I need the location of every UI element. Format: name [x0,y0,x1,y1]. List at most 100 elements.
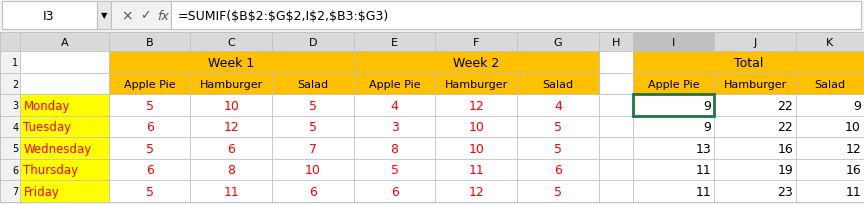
Text: 12: 12 [845,142,861,155]
Bar [517,73,599,95]
Text: 6: 6 [146,121,154,133]
Bar [517,138,599,159]
Bar [632,52,864,73]
Text: 9: 9 [703,121,711,133]
Bar [353,73,435,95]
Bar [796,116,864,138]
Bar [0,52,21,73]
Bar [0,116,21,138]
Bar [0,138,21,159]
Text: Friday: Friday [23,185,60,198]
Bar [599,52,632,73]
Text: 3: 3 [12,101,18,111]
Text: 5: 5 [309,121,317,133]
Text: K: K [826,38,834,48]
Bar [21,95,109,116]
Text: 13: 13 [696,142,711,155]
Bar [632,33,715,52]
Bar [435,95,517,116]
Text: 6: 6 [227,142,235,155]
Bar [21,116,109,138]
Text: Salad: Salad [297,79,328,89]
Bar [272,181,353,202]
Text: 10: 10 [468,121,484,133]
Bar [435,33,517,52]
Text: 7: 7 [12,186,18,196]
Text: 12: 12 [468,185,484,198]
Text: Salad: Salad [815,79,846,89]
Bar [353,116,435,138]
Text: Apple Pie: Apple Pie [648,79,699,89]
Bar [21,181,109,202]
Text: 12: 12 [468,99,484,112]
Text: Apple Pie: Apple Pie [369,79,421,89]
Text: 9: 9 [703,99,711,112]
Bar [796,138,864,159]
Text: ▼: ▼ [101,11,107,20]
Bar [21,138,109,159]
Bar [272,52,353,73]
Bar [190,73,272,95]
Text: G: G [554,38,562,48]
Text: Monday: Monday [23,99,70,112]
Bar [109,138,190,159]
Text: 5: 5 [554,142,562,155]
Bar [435,116,517,138]
Bar [796,73,864,95]
Text: 11: 11 [696,163,711,176]
Text: Tuesday: Tuesday [23,121,72,133]
Bar [353,33,435,52]
Bar [435,138,517,159]
Text: D: D [308,38,317,48]
Bar [111,2,171,30]
Bar [599,95,632,116]
Bar [190,95,272,116]
Bar [715,33,796,52]
Bar [272,138,353,159]
Text: fx: fx [157,9,168,22]
Bar [190,33,272,52]
Text: Hamburger: Hamburger [445,79,508,89]
Bar [517,95,599,116]
Bar [715,138,796,159]
Bar [21,52,109,73]
Bar [517,33,599,52]
Text: 8: 8 [391,142,398,155]
Bar [435,73,517,95]
Text: 22: 22 [778,99,793,112]
Bar [21,95,109,116]
Bar [21,73,109,95]
Text: 12: 12 [224,121,239,133]
Text: F: F [473,38,480,48]
Bar [21,116,109,138]
Bar [632,138,715,159]
Bar [109,33,190,52]
Text: 5: 5 [146,185,154,198]
Bar [715,73,796,95]
Text: Thursday: Thursday [23,163,79,176]
Text: Week 1: Week 1 [208,56,254,69]
Bar [796,181,864,202]
Text: 2: 2 [12,79,18,89]
Text: 10: 10 [845,121,861,133]
Bar [272,159,353,181]
Text: 10: 10 [468,142,484,155]
Bar [632,95,715,116]
Text: Hamburger: Hamburger [723,79,787,89]
Text: E: E [391,38,398,48]
Bar [2,2,97,30]
Bar [599,181,632,202]
Bar [353,73,435,95]
Text: I: I [672,38,675,48]
Text: 5: 5 [554,185,562,198]
Bar [796,73,864,95]
Text: 5: 5 [146,99,154,112]
Bar [0,73,21,95]
Text: 5: 5 [391,163,398,176]
Bar [272,95,353,116]
Bar [21,33,109,52]
Bar [21,159,109,181]
Bar [599,116,632,138]
Text: 6: 6 [12,165,18,175]
Text: 10: 10 [224,99,239,112]
